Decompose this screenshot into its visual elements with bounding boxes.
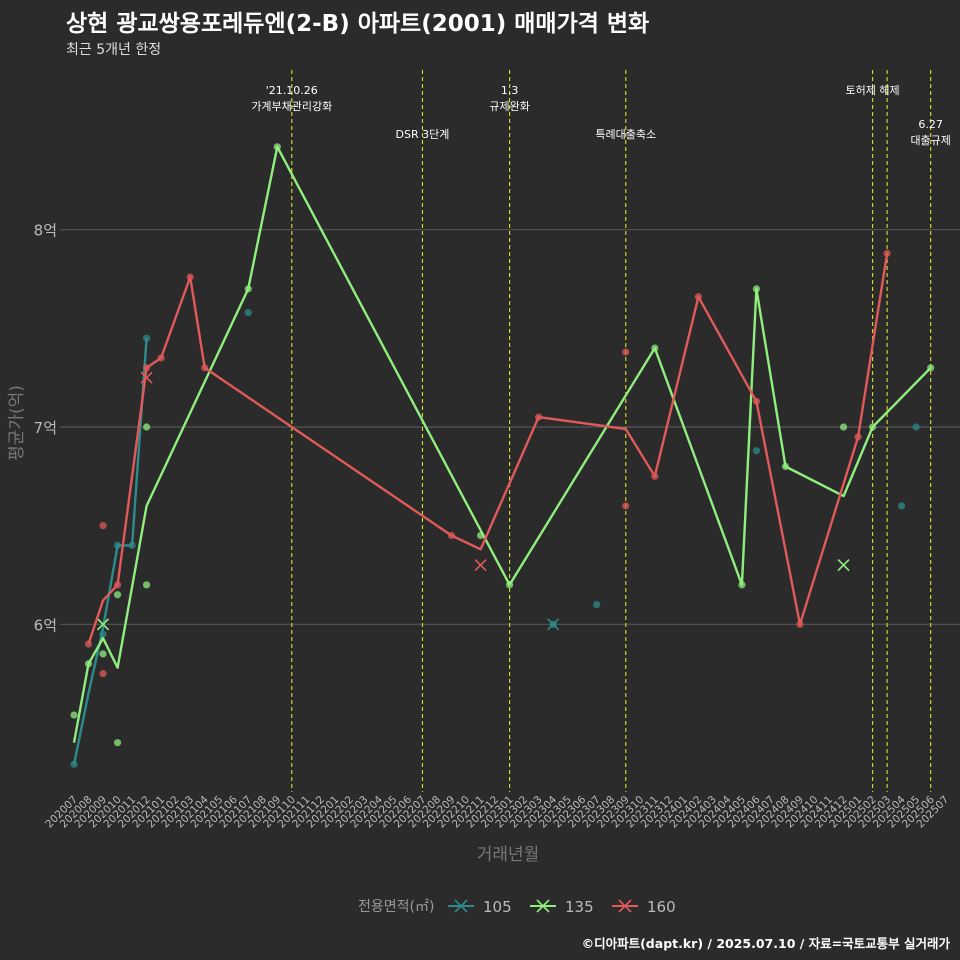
data-point-135 — [113, 591, 122, 599]
data-point-105 — [70, 760, 78, 768]
data-point-160 — [113, 581, 122, 589]
legend: 전용면적(㎡) 105 135 160 — [358, 898, 676, 916]
data-point-135 — [651, 344, 659, 352]
data-point-105 — [244, 308, 252, 317]
data-point-135 — [506, 581, 514, 589]
data-point-160 — [796, 620, 804, 628]
data-point-135 — [927, 364, 935, 372]
source-caption: ©디아파트(dapt.kr) / 2025.07.10 / 자료=국토교통부 실… — [581, 936, 950, 951]
event-label: 특례대출축소 — [595, 128, 656, 141]
data-point-135 — [113, 739, 122, 747]
data-point-135 — [273, 143, 281, 151]
data-point-160 — [535, 413, 543, 421]
data-point-105 — [593, 600, 601, 609]
data-point-160 — [694, 293, 702, 301]
legend-title: 전용면적(㎡) — [358, 899, 434, 915]
data-point-160 — [201, 364, 209, 372]
legend-item-160: 160 — [612, 898, 676, 916]
cross-marker-105 — [547, 618, 560, 631]
event-label: 규제완화 — [489, 100, 529, 113]
chart-subtitle: 최근 5개년 한정 — [66, 42, 162, 58]
legend-label: 105 — [483, 898, 512, 916]
legend-cross — [536, 899, 550, 913]
y-tick-label: 6억 — [34, 616, 57, 634]
data-point-160 — [752, 397, 761, 405]
data-point-135 — [84, 660, 93, 668]
series-layer — [70, 143, 935, 768]
cross-marker-160 — [140, 371, 153, 384]
series-line-105 — [72, 338, 148, 765]
legend-cross — [454, 899, 468, 913]
data-point-160 — [157, 354, 165, 362]
data-point-160 — [447, 531, 456, 540]
legend-label: 135 — [565, 898, 594, 916]
data-point-160 — [99, 522, 107, 530]
series-135 — [70, 143, 935, 747]
event-label: 대출규제 — [910, 134, 950, 147]
chart-title: 상현 광교쌍용포레듀엔(2-B) 아파트(2001) 매매가격 변화 — [66, 11, 650, 37]
legend-item-135: 135 — [530, 898, 594, 916]
data-point-160 — [883, 249, 891, 257]
cross-marker-160 — [474, 559, 487, 572]
data-point-105 — [143, 334, 151, 342]
data-point-105 — [113, 541, 122, 549]
data-point-135 — [738, 581, 746, 589]
data-point-160 — [622, 502, 630, 510]
data-point-135 — [70, 711, 78, 719]
data-point-135 — [244, 285, 252, 293]
data-point-105 — [99, 630, 107, 638]
data-point-105 — [752, 447, 761, 455]
series-160 — [84, 249, 891, 678]
data-point-105 — [912, 423, 920, 431]
series-line-160 — [87, 253, 889, 645]
data-point-135 — [869, 423, 877, 431]
x-axis-label: 거래년월 — [477, 845, 540, 865]
data-point-160 — [622, 348, 630, 356]
legend-cross — [618, 899, 632, 913]
data-point-160 — [854, 433, 862, 441]
data-point-135 — [781, 462, 790, 471]
data-point-135 — [143, 581, 151, 589]
data-point-160 — [143, 364, 151, 372]
event-label: '21.10.26 — [266, 84, 318, 97]
series-line-135 — [72, 145, 932, 743]
data-point-160 — [186, 273, 194, 281]
data-point-105 — [128, 541, 136, 549]
data-point-135 — [143, 423, 151, 431]
data-point-135 — [839, 423, 848, 431]
series-105 — [70, 308, 920, 768]
legend-label: 160 — [647, 898, 676, 916]
cross-marker-135 — [837, 559, 850, 572]
event-label: 6.27 — [918, 118, 943, 131]
event-label: 토허제 해제 — [846, 83, 900, 97]
axis-layer: 6억7억8억2020072020082020092020102020112020… — [34, 222, 952, 831]
event-label: DSR 3단계 — [396, 128, 450, 141]
y-axis-label: 평균가(억) — [7, 385, 27, 461]
data-point-160 — [651, 472, 659, 480]
data-point-160 — [84, 640, 93, 648]
y-tick-label: 7억 — [34, 419, 57, 437]
data-point-160 — [99, 670, 107, 678]
data-point-105 — [898, 502, 906, 510]
y-tick-label: 8억 — [34, 222, 57, 240]
event-label: 1.3 — [501, 84, 519, 97]
data-point-135 — [99, 650, 107, 658]
data-point-135 — [752, 285, 761, 293]
cross-marker-135 — [96, 618, 110, 631]
event-label: 가계부채관리강화 — [251, 100, 332, 113]
data-point-135 — [476, 531, 485, 540]
legend-item-105: 105 — [448, 898, 512, 916]
